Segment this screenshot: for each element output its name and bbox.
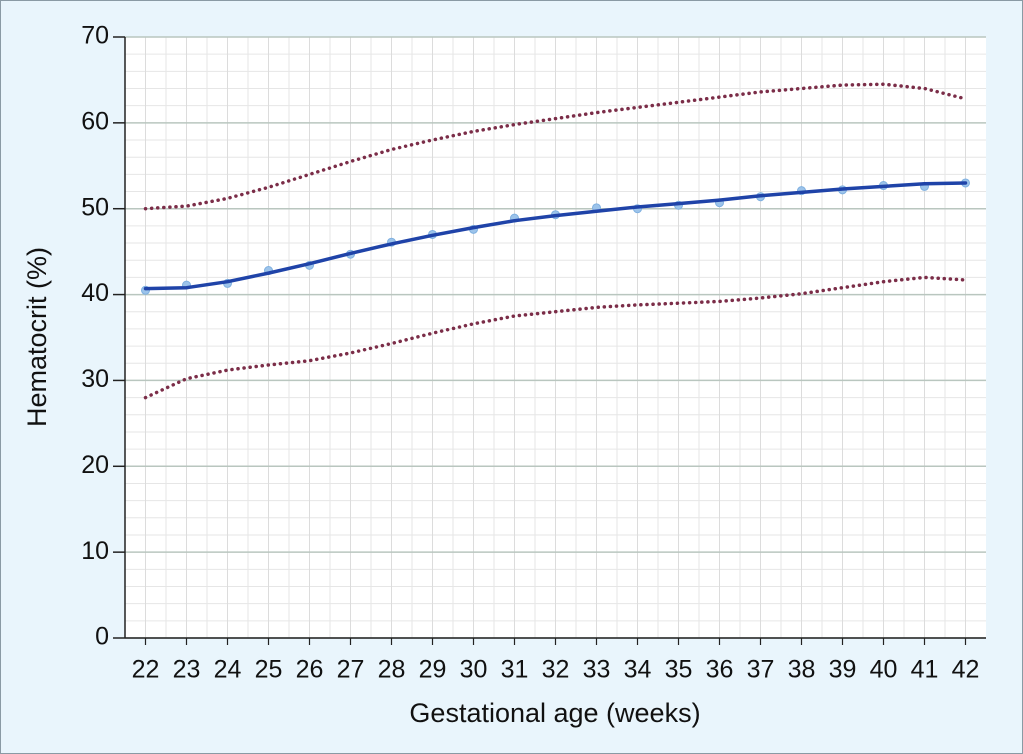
- y-tick-label: 20: [81, 451, 109, 479]
- x-tick-label: 34: [624, 656, 652, 684]
- x-tick-label: 29: [419, 656, 447, 684]
- y-tick-label: 70: [81, 22, 109, 50]
- y-tick-label: 10: [81, 537, 109, 565]
- x-tick-label: 38: [788, 656, 816, 684]
- x-tick-label: 37: [747, 656, 775, 684]
- x-tick-label: 25: [255, 656, 283, 684]
- x-tick-label: 22: [132, 656, 160, 684]
- limit-line: [143, 82, 968, 211]
- x-tick-label: 31: [501, 656, 529, 684]
- x-tick-label: 42: [952, 656, 980, 684]
- y-tick-label: 50: [81, 193, 109, 221]
- x-tick-label: 35: [665, 656, 693, 684]
- y-tick-label: 40: [81, 279, 109, 307]
- x-tick-label: 32: [542, 656, 570, 684]
- x-tick-label: 41: [911, 656, 939, 684]
- x-tick-label: 40: [870, 656, 898, 684]
- y-tick-label: 30: [81, 365, 109, 393]
- x-tick-label: 26: [296, 656, 324, 684]
- x-tick-label: 36: [706, 656, 734, 684]
- x-tick-label: 28: [378, 656, 406, 684]
- x-tick-label: 39: [829, 656, 857, 684]
- x-tick-label: 33: [583, 656, 611, 684]
- x-tick-label: 23: [173, 656, 201, 684]
- y-tick-label: 0: [95, 623, 109, 651]
- mean-line: [143, 181, 968, 291]
- y-axis-title: Hematocrit (%): [22, 247, 52, 427]
- x-tick-label: 24: [214, 656, 242, 684]
- x-axis-title: Gestational age (weeks): [409, 698, 700, 728]
- x-tick-label: 30: [460, 656, 488, 684]
- y-tick-label: 60: [81, 107, 109, 135]
- limit-line: [143, 275, 968, 400]
- x-tick-label: 27: [337, 656, 365, 684]
